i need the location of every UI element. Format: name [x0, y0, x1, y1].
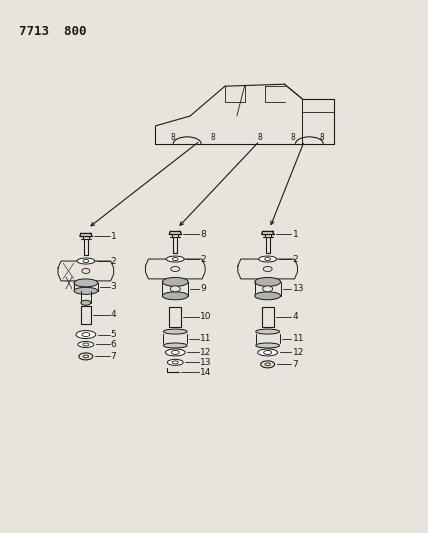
- Text: 1: 1: [111, 232, 116, 241]
- Text: 11: 11: [200, 334, 211, 343]
- Ellipse shape: [263, 286, 273, 292]
- Ellipse shape: [74, 279, 98, 287]
- Ellipse shape: [255, 278, 281, 286]
- Ellipse shape: [77, 258, 95, 264]
- Text: 7713  800: 7713 800: [19, 25, 87, 38]
- Ellipse shape: [259, 256, 276, 262]
- Text: 2: 2: [200, 255, 206, 263]
- Text: 11: 11: [292, 334, 304, 343]
- Text: 9: 9: [200, 284, 206, 293]
- Ellipse shape: [171, 351, 179, 354]
- Text: 4: 4: [111, 310, 116, 319]
- Ellipse shape: [264, 351, 272, 354]
- Ellipse shape: [82, 333, 90, 336]
- Text: 4: 4: [292, 312, 298, 321]
- Ellipse shape: [172, 361, 178, 364]
- Ellipse shape: [170, 286, 180, 292]
- Text: 1: 1: [292, 230, 298, 239]
- Ellipse shape: [171, 266, 180, 271]
- Text: 12: 12: [292, 348, 304, 357]
- Ellipse shape: [261, 361, 275, 368]
- Ellipse shape: [255, 292, 281, 300]
- Ellipse shape: [172, 257, 178, 261]
- Ellipse shape: [256, 343, 279, 348]
- Text: 13: 13: [200, 358, 211, 367]
- Ellipse shape: [74, 287, 98, 294]
- Text: 8: 8: [257, 133, 262, 142]
- Ellipse shape: [263, 266, 272, 271]
- Text: 7: 7: [111, 352, 116, 361]
- Ellipse shape: [162, 278, 188, 286]
- Text: 2: 2: [292, 255, 298, 263]
- Ellipse shape: [265, 257, 270, 261]
- Text: 5: 5: [111, 330, 116, 339]
- Ellipse shape: [167, 359, 183, 365]
- Text: 8: 8: [290, 133, 295, 142]
- Text: 14: 14: [200, 368, 211, 377]
- Ellipse shape: [83, 355, 89, 358]
- Ellipse shape: [83, 260, 89, 263]
- Text: 10: 10: [200, 312, 211, 321]
- Text: 2: 2: [111, 256, 116, 265]
- Ellipse shape: [163, 329, 187, 334]
- Ellipse shape: [265, 363, 270, 366]
- Text: 8: 8: [200, 230, 206, 239]
- Text: 8: 8: [211, 133, 215, 142]
- Text: 13: 13: [292, 284, 304, 293]
- Text: 8: 8: [171, 133, 175, 142]
- Text: 12: 12: [200, 348, 211, 357]
- Ellipse shape: [163, 343, 187, 348]
- Ellipse shape: [82, 269, 90, 273]
- Ellipse shape: [83, 343, 89, 346]
- Ellipse shape: [76, 330, 96, 338]
- Text: 8: 8: [320, 133, 325, 142]
- Ellipse shape: [166, 256, 184, 262]
- Ellipse shape: [165, 349, 185, 356]
- Ellipse shape: [81, 300, 91, 305]
- Text: 7: 7: [292, 360, 298, 369]
- Ellipse shape: [258, 349, 278, 356]
- Ellipse shape: [79, 353, 93, 360]
- Ellipse shape: [256, 329, 279, 334]
- Ellipse shape: [78, 342, 94, 348]
- Text: 3: 3: [111, 282, 116, 292]
- Text: 6: 6: [111, 340, 116, 349]
- Ellipse shape: [162, 292, 188, 300]
